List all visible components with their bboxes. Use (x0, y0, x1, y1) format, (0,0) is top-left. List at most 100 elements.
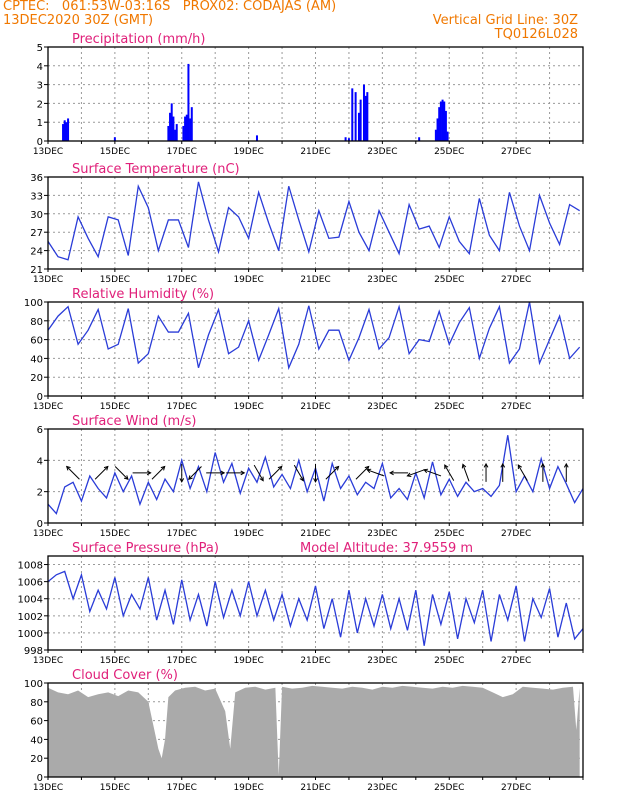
x-tick-label: 17DEC (167, 783, 197, 793)
wind-arrow (406, 469, 425, 478)
precip-bar (366, 92, 369, 141)
y-tick-label: 998 (24, 646, 43, 657)
wind-arrow (132, 470, 152, 476)
y-tick-label: 80 (30, 698, 43, 709)
panel-title: Cloud Cover (%) (72, 668, 178, 683)
x-tick-label: 17DEC (167, 529, 197, 539)
precip-bar (444, 110, 447, 141)
wind-arrow-head (188, 475, 193, 480)
x-tick-label: 25DEC (434, 656, 464, 666)
x-tick-label: 25DEC (434, 783, 464, 793)
wind-arrow-head (389, 470, 394, 476)
y-tick-label: 40 (30, 735, 43, 746)
wind-arrow-shaft (66, 466, 80, 480)
y-tick-label: 4 (37, 62, 43, 73)
y-tick-label: 0 (37, 392, 43, 403)
y-tick-label: 24 (30, 247, 43, 258)
x-tick-label: 21DEC (300, 147, 330, 157)
x-tick-label: 13DEC (33, 275, 63, 285)
wind-arrow (517, 464, 528, 481)
wind-arrow (366, 468, 385, 477)
x-tick-label: 13DEC (33, 147, 63, 157)
wind-arrow-head (500, 462, 506, 468)
header-grid-note: Vertical Grid Line: 30Z (432, 13, 578, 28)
header-datetime: 13DEC2020 30Z (GMT) (3, 13, 154, 28)
wind-arrow-head (366, 468, 372, 474)
precip-bar (418, 137, 421, 141)
y-tick-label: 60 (30, 336, 43, 347)
precip-bar (351, 88, 354, 141)
wind-arrow-head (563, 462, 569, 468)
precip-bar (255, 135, 258, 141)
panel-title: Surface Wind (m/s) (72, 414, 196, 429)
precip-bar (184, 116, 187, 141)
y-tick-label: 0 (37, 519, 43, 530)
y-tick-label: 1006 (18, 578, 43, 589)
y-tick-label: 1008 (18, 561, 43, 572)
wind-arrow-head (65, 465, 71, 471)
panel-annotation: Model Altitude: 37.9559 m (300, 541, 473, 556)
precip-bar (359, 99, 362, 141)
wind-arrow-head (313, 478, 318, 483)
y-tick-label: 6 (37, 425, 43, 436)
wind-arrow (563, 462, 569, 482)
wind-arrow-head (103, 465, 109, 471)
precip-bar (65, 122, 68, 141)
precip-bar (113, 137, 116, 141)
wind-arrow (188, 466, 202, 480)
x-tick-label: 19DEC (233, 147, 263, 157)
wind-arrow-head (444, 464, 449, 470)
wind-arrow-head (240, 470, 246, 476)
panel-1: 21 24 27 30 33 36 13DEC 15DEC 17DEC 19DEC 21DEC 23D… (30, 162, 584, 285)
x-tick-label: 13DEC (33, 656, 63, 666)
wind-arrow-head (299, 476, 304, 482)
wind-arrow-head (160, 465, 166, 471)
precip-bar (185, 114, 188, 141)
precip-bar (190, 107, 193, 141)
y-tick-label: 0 (37, 137, 43, 148)
precip-bar (63, 120, 66, 141)
wind-arrow (313, 463, 318, 483)
x-tick-label: 27DEC (501, 783, 531, 793)
wind-arrow-shaft (444, 464, 455, 481)
wind-arrow (253, 464, 264, 482)
x-tick-label: 13DEC (33, 783, 63, 793)
wind-arrow-shaft (407, 469, 425, 477)
wind-arrow (114, 466, 129, 480)
wind-arrow (483, 462, 489, 482)
y-tick-label: 3 (37, 81, 43, 92)
x-tick-label: 23DEC (367, 529, 397, 539)
precip-bar (344, 137, 347, 141)
x-tick-label: 17DEC (167, 147, 197, 157)
precip-bar (441, 99, 444, 141)
wind-arrow-shaft (355, 466, 370, 480)
x-tick-label: 23DEC (367, 656, 397, 666)
wind-arrow (179, 463, 185, 483)
wind-arrow-head (540, 462, 546, 468)
wind-arrow-shaft (151, 466, 166, 480)
panel-4: 998 1000 1002 1004 1006 1008 13DEC 15DEC 17DEC 19… (18, 541, 584, 666)
precip-bar (189, 118, 192, 141)
x-tick-label: 13DEC (33, 529, 63, 539)
x-tick-label: 23DEC (367, 402, 397, 412)
x-tick-label: 21DEC (300, 275, 330, 285)
wind-arrow (461, 463, 470, 482)
y-tick-label: 1 (37, 118, 43, 129)
panel-0: 0 1 2 3 4 5 13DEC 15DEC 17DEC 19DEC 21DEC 23DEC 25DE… (33, 32, 584, 157)
wind-arrow (65, 465, 80, 480)
precip-bar (62, 124, 65, 141)
x-tick-label: 23DEC (367, 147, 397, 157)
series-line (47, 301, 581, 371)
wind-arrow-shaft (94, 466, 109, 480)
y-tick-label: 20 (30, 754, 43, 765)
wind-arrow-shaft (268, 466, 283, 480)
y-tick-label: 21 (30, 265, 43, 276)
x-tick-label: 23DEC (367, 275, 397, 285)
y-tick-label: 1004 (18, 595, 43, 606)
precip-bar (169, 112, 172, 141)
x-tick-label: 15DEC (100, 656, 130, 666)
wind-arrow (94, 465, 109, 480)
wind-arrow (500, 462, 506, 482)
wind-arrow-head (220, 470, 226, 476)
wind-arrow-shaft (517, 464, 528, 481)
